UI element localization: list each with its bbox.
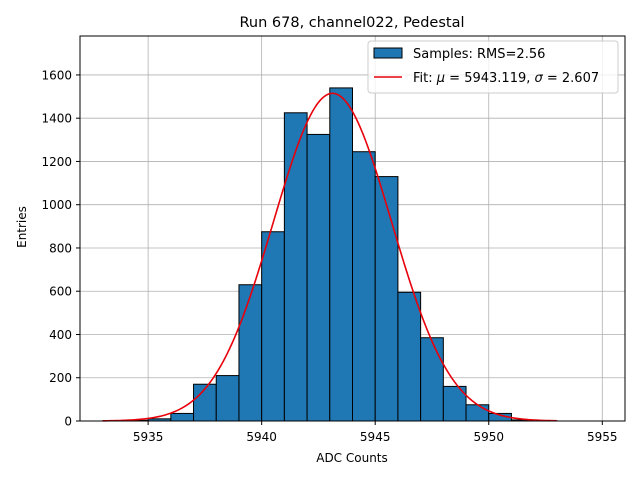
y-tick-label: 1200 <box>41 155 72 169</box>
axes-frame <box>79 35 626 422</box>
histogram-bar <box>238 284 263 422</box>
fit-curve-group <box>102 92 557 422</box>
x-tick-label: 5955 <box>587 430 618 444</box>
legend-frame <box>367 40 619 94</box>
legend-swatch-samples <box>373 47 403 59</box>
legend-label-fit: Fit: μ = 5943.119, σ = 2.607 <box>413 71 599 86</box>
x-axis-label: ADC Counts <box>316 451 388 465</box>
y-tick-label: 0 <box>64 415 72 429</box>
fit-mu-symbol: μ <box>436 71 445 86</box>
x-tick-label: 5945 <box>360 430 391 444</box>
y-tick-label: 400 <box>49 328 72 342</box>
tick-labels: 5935 5940 5945 5950 5955 0 200 400 600 800 1000 120… <box>41 68 617 444</box>
y-tick-label: 600 <box>49 285 72 299</box>
y-tick-label: 1600 <box>41 68 72 82</box>
fit-mu-text: = 5943.119, <box>445 71 534 86</box>
legend: Samples: RMS=2.56 Fit: μ = 5943.119, σ =… <box>367 40 619 94</box>
y-tick-label: 200 <box>49 371 72 385</box>
fit-label-prefix: Fit: <box>413 71 437 86</box>
x-tick-label: 5935 <box>133 430 164 444</box>
histogram-bar <box>465 404 490 422</box>
axes <box>76 35 626 425</box>
fit-sigma-text: = 2.607 <box>543 71 599 86</box>
histogram-bar <box>283 112 308 422</box>
legend-label-samples: Samples: RMS=2.56 <box>413 47 545 62</box>
histogram-bar <box>420 337 444 422</box>
y-tick-label: 1400 <box>41 112 72 126</box>
histogram-bar <box>306 133 331 422</box>
chart-title: Run 678, channel022, Pedestal <box>239 15 464 31</box>
histogram-bar <box>329 87 353 422</box>
histogram-bars <box>102 87 558 422</box>
histogram-bar <box>215 375 240 422</box>
histogram-bar <box>352 151 376 422</box>
fit-sigma-symbol: σ <box>535 71 544 86</box>
histogram-bar <box>261 231 285 422</box>
y-axis-label: Entries <box>15 206 29 248</box>
fit-curve <box>102 92 557 422</box>
x-tick-label: 5940 <box>246 430 277 444</box>
histogram-bar <box>397 291 422 422</box>
histogram-bar <box>170 412 195 422</box>
x-tick-label: 5950 <box>473 430 504 444</box>
histogram-bar <box>374 176 399 422</box>
y-tick-label: 800 <box>49 241 72 255</box>
y-tick-label: 1000 <box>41 198 72 212</box>
